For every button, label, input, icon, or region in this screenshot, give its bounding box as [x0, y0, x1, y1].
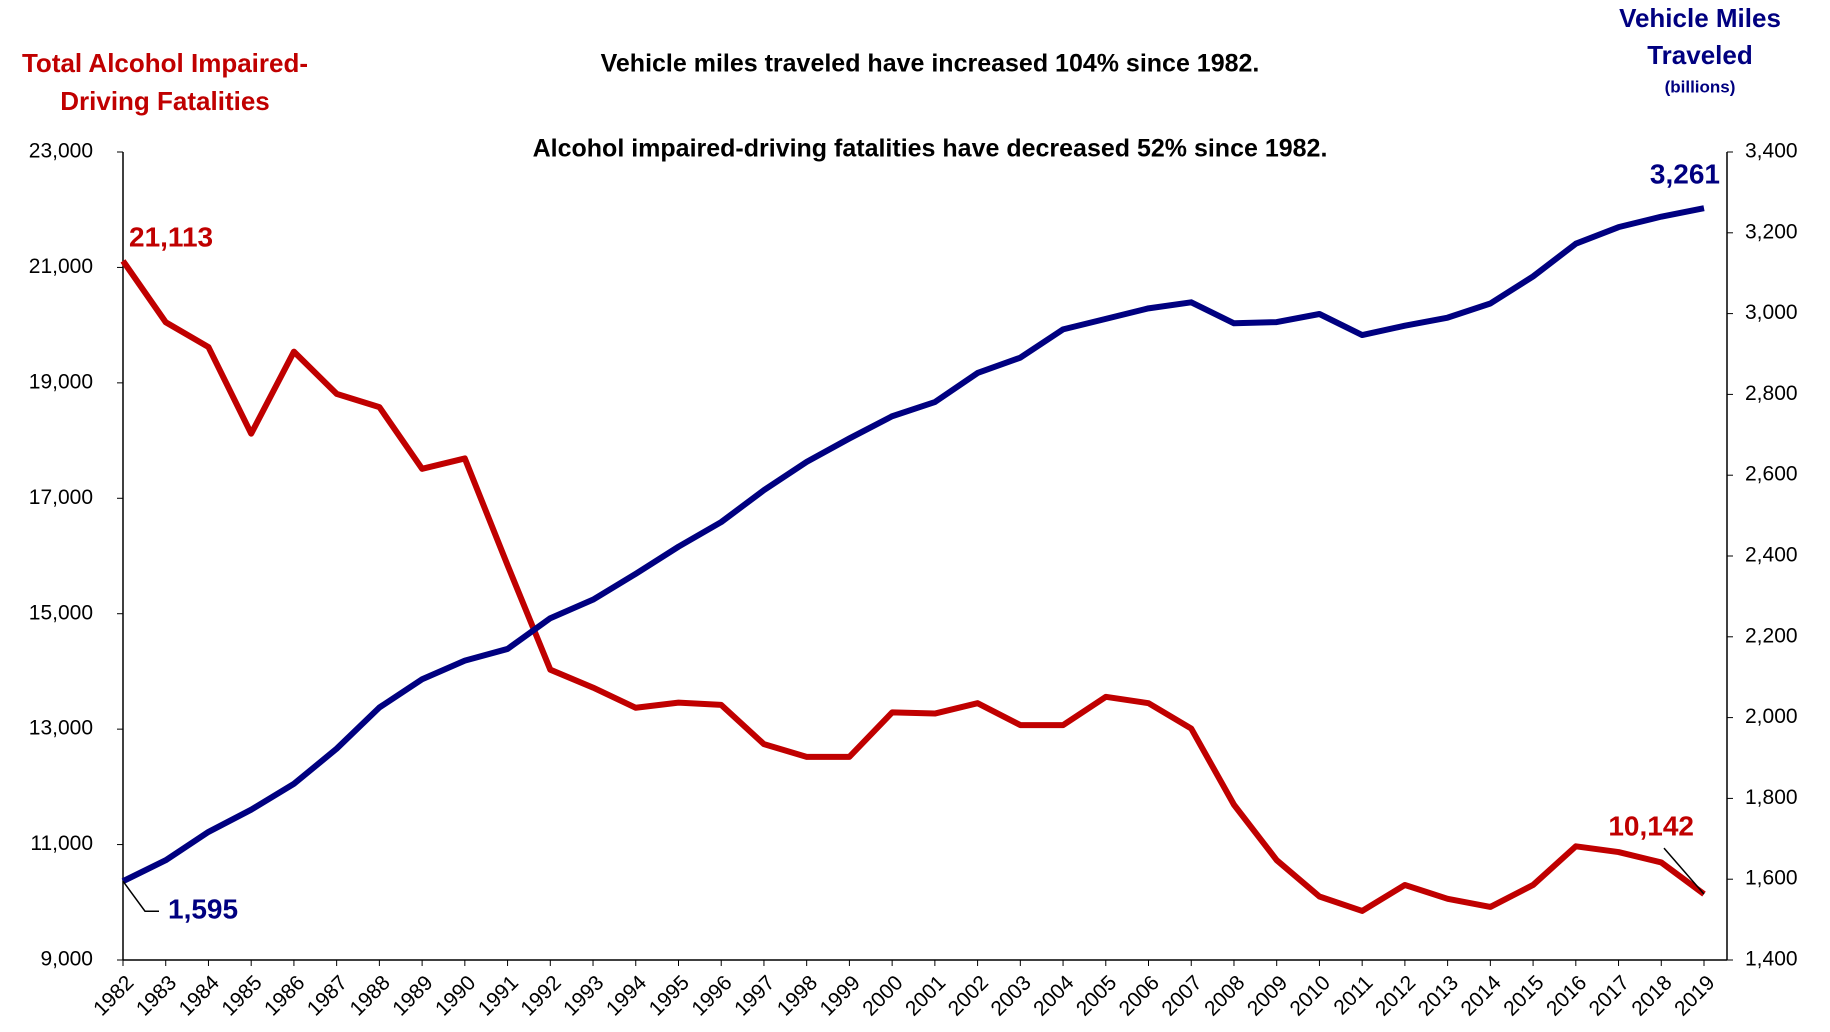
x-tick-label: 2015 [1499, 971, 1548, 1020]
x-tick-label: 2012 [1371, 971, 1420, 1020]
x-tick-label: 1996 [687, 971, 736, 1020]
y-tick-label: 21,000 [29, 255, 93, 278]
x-tick-label: 2017 [1585, 971, 1634, 1020]
x-tick-label: 2002 [944, 971, 993, 1020]
x-tick-label: 2018 [1627, 971, 1676, 1020]
x-tick-label: 1994 [602, 971, 652, 1021]
x-tick-label: 1983 [132, 971, 181, 1020]
y-tick-label: 11,000 [30, 832, 93, 855]
data-label: 1,595 [168, 894, 238, 925]
y2-tick-label: 1,800 [1745, 786, 1798, 809]
y2-tick-label: 3,000 [1745, 301, 1798, 324]
y-tick-label: 13,000 [29, 717, 93, 740]
y-tick-label: 23,000 [29, 140, 93, 163]
y2-tick-label: 3,400 [1745, 140, 1798, 163]
x-tick-label: 1990 [431, 971, 480, 1020]
x-tick-label: 2011 [1329, 971, 1377, 1019]
x-tick-label: 1986 [260, 971, 309, 1020]
annotation: Vehicle miles traveled have increased 10… [601, 50, 1260, 78]
y-tick-label: 19,000 [29, 370, 93, 393]
x-tick-label: 1997 [730, 971, 779, 1020]
x-tick-label: 1999 [816, 971, 865, 1020]
x-tick-label: 2006 [1115, 971, 1164, 1020]
data-label: 21,113 [129, 221, 213, 252]
y2-axis-title: (billions) [1665, 77, 1736, 96]
x-tick-label: 1987 [303, 971, 352, 1020]
x-tick-label: 2003 [986, 971, 1035, 1020]
y2-tick-label: 2,200 [1745, 624, 1798, 647]
leader-line [1663, 847, 1705, 895]
x-tick-label: 2014 [1457, 971, 1507, 1021]
x-tick-label: 2001 [901, 971, 950, 1020]
y-tick-label: 17,000 [29, 486, 93, 509]
x-tick-label: 2016 [1542, 971, 1591, 1020]
x-tick-label: 1989 [388, 971, 437, 1020]
y-axis-title: Driving Fatalities [60, 86, 270, 116]
x-tick-label: 1992 [516, 971, 565, 1020]
annotation: Alcohol impaired-driving fatalities have… [533, 135, 1328, 163]
y2-tick-label: 1,400 [1745, 948, 1798, 971]
y2-tick-label: 1,600 [1745, 867, 1798, 890]
data-label: 3,261 [1650, 159, 1720, 190]
x-tick-label: 2008 [1200, 971, 1249, 1020]
x-tick-label: 2019 [1670, 971, 1719, 1020]
y2-tick-label: 2,000 [1745, 705, 1798, 728]
y2-tick-label: 2,600 [1745, 463, 1798, 486]
x-tick-label: 1998 [773, 971, 822, 1020]
y2-tick-label: 2,800 [1745, 382, 1798, 405]
series-line [120, 259, 1706, 914]
y2-axis-title: Traveled [1647, 40, 1753, 70]
y-tick-label: 9,000 [40, 948, 93, 971]
x-tick-label: 1985 [217, 971, 266, 1020]
x-tick-label: 2013 [1414, 971, 1463, 1020]
x-tick-label: 1993 [559, 971, 608, 1020]
x-tick-label: 1988 [346, 971, 395, 1020]
y2-axis-title: Vehicle Miles [1619, 3, 1781, 33]
x-tick-label: 2009 [1243, 971, 1292, 1020]
y-tick-label: 15,000 [29, 601, 93, 624]
x-tick-label: 1982 [89, 971, 138, 1020]
data-label: 10,142 [1608, 810, 1694, 841]
x-tick-label: 2010 [1286, 971, 1335, 1020]
x-tick-label: 1991 [474, 971, 523, 1020]
x-tick-label: 1984 [175, 971, 225, 1021]
x-tick-label: 2007 [1157, 971, 1206, 1020]
x-tick-label: 2005 [1072, 971, 1121, 1020]
series-line [121, 205, 1705, 884]
leader-line [122, 880, 159, 912]
x-tick-label: 1995 [645, 971, 694, 1020]
x-tick-label: 2004 [1029, 971, 1079, 1021]
y2-tick-label: 2,400 [1745, 544, 1798, 567]
x-tick-label: 2000 [858, 971, 907, 1020]
y-axis-title: Total Alcohol Impaired- [22, 48, 308, 78]
y2-tick-label: 3,200 [1745, 220, 1798, 243]
